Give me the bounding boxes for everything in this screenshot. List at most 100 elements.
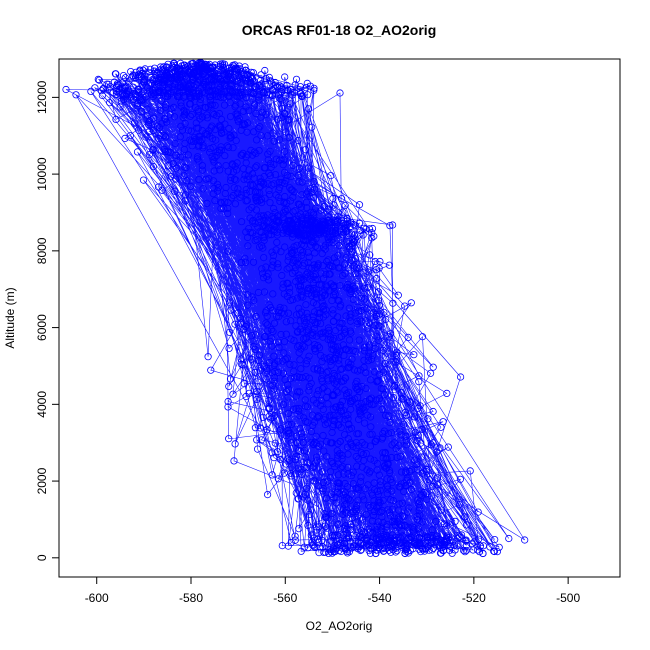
data-point (357, 449, 365, 457)
data-point (216, 166, 224, 174)
data-point (218, 78, 226, 86)
data-point (282, 318, 290, 326)
data-point (115, 81, 123, 89)
data-point (262, 75, 270, 83)
data-point (324, 216, 333, 224)
data-point (261, 164, 269, 172)
data-point (328, 375, 337, 383)
data-point (157, 97, 165, 105)
data-point (131, 90, 139, 98)
data-point (295, 407, 303, 415)
data-point (275, 136, 284, 144)
data-point (332, 403, 341, 411)
data-point (284, 409, 292, 417)
data-point (212, 136, 220, 144)
data-point (413, 541, 422, 549)
data-point (338, 397, 346, 405)
data-point (263, 426, 271, 434)
x-tick-label: -500 (556, 591, 580, 605)
data-point (444, 443, 452, 451)
data-point (294, 254, 302, 262)
data-point (345, 388, 353, 396)
data-point (350, 262, 358, 270)
data-point (240, 379, 248, 388)
data-point (293, 328, 301, 336)
data-point (139, 66, 147, 74)
data-point (295, 232, 303, 240)
data-point (313, 366, 321, 374)
data-point (253, 436, 261, 444)
data-point (237, 355, 245, 363)
data-point (228, 81, 236, 89)
data-point (145, 121, 153, 129)
data-point (229, 390, 237, 398)
data-point (330, 201, 338, 209)
data-point (227, 306, 235, 314)
data-point (172, 175, 180, 183)
data-point (171, 187, 179, 195)
data-point (271, 209, 279, 217)
data-point (298, 220, 306, 229)
data-point (392, 358, 400, 366)
data-point (227, 80, 235, 88)
data-point (265, 73, 273, 82)
data-point (415, 372, 423, 380)
data-point (417, 439, 425, 447)
data-point (360, 456, 368, 465)
data-point (322, 494, 331, 502)
data-point (422, 465, 431, 474)
data-point (362, 397, 370, 406)
data-point (112, 83, 121, 91)
data-point (352, 519, 360, 527)
data-point (244, 290, 252, 299)
data-point (339, 510, 347, 519)
data-point (360, 284, 368, 292)
data-point (348, 242, 357, 250)
data-point (366, 455, 375, 463)
data-point (216, 76, 224, 84)
data-point (292, 75, 301, 83)
data-point (486, 543, 494, 551)
data-point (242, 228, 250, 236)
data-point (259, 274, 268, 282)
data-point (393, 453, 401, 461)
data-point (396, 520, 404, 529)
data-point (321, 420, 329, 429)
data-point (493, 547, 501, 556)
data-point (318, 298, 326, 306)
data-point (242, 392, 250, 401)
data-point (289, 405, 298, 413)
data-point (217, 80, 225, 88)
data-point (280, 110, 289, 118)
data-point (291, 374, 299, 382)
data-point (156, 87, 164, 95)
data-point (286, 184, 294, 192)
data-point (193, 124, 201, 132)
data-point (505, 534, 513, 543)
data-point (351, 235, 359, 243)
data-point (398, 499, 406, 507)
data-point (295, 404, 303, 413)
data-point (309, 329, 317, 337)
data-point (352, 452, 360, 461)
data-point (298, 191, 306, 199)
data-point (280, 216, 289, 224)
data-point (334, 343, 342, 351)
data-point (260, 288, 268, 296)
data-point (462, 546, 470, 555)
data-point (203, 111, 211, 119)
data-point (351, 284, 359, 292)
data-point (407, 399, 415, 407)
data-point (455, 533, 463, 541)
data-point (264, 276, 273, 284)
data-point (250, 174, 258, 182)
data-point (170, 103, 178, 112)
data-point (237, 258, 245, 267)
data-point (287, 538, 295, 547)
data-point (336, 264, 344, 272)
data-point (173, 68, 181, 76)
data-point (266, 147, 274, 155)
data-point (425, 476, 433, 484)
data-point (224, 92, 232, 100)
data-point (250, 296, 258, 304)
